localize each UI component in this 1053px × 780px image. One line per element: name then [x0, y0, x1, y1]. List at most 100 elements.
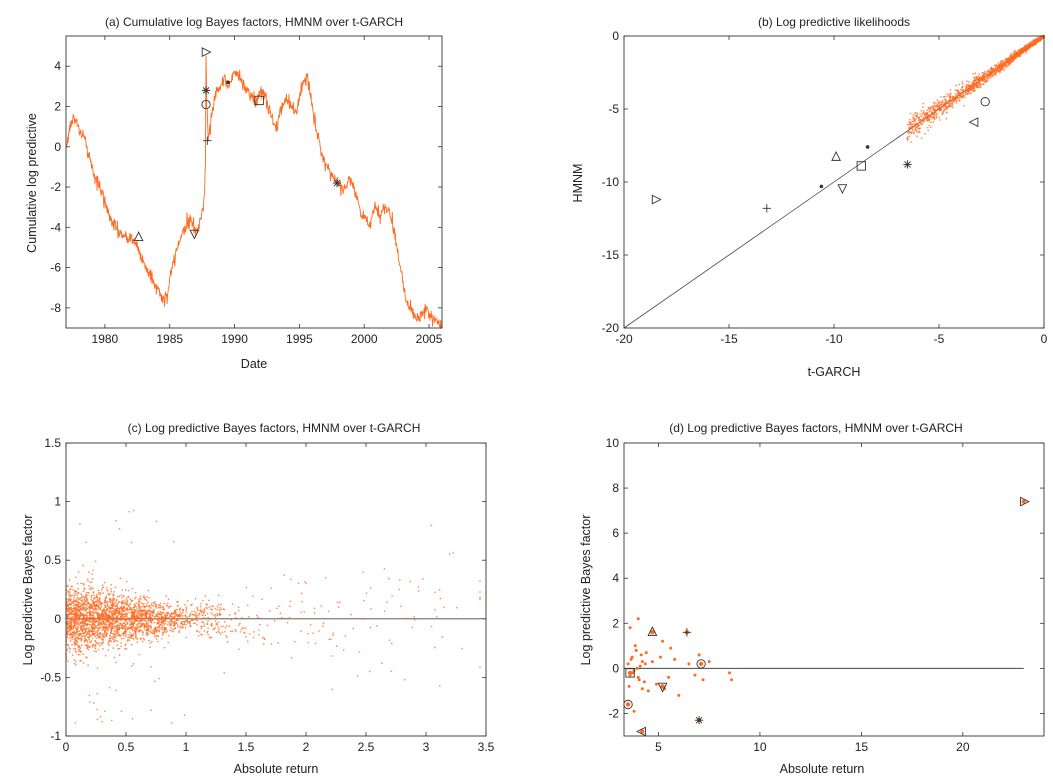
x-tick-label: 0: [63, 740, 70, 754]
scatter-point: [101, 638, 104, 641]
scatter-point: [114, 625, 117, 628]
scatter-point: [910, 141, 913, 144]
scatter-point: [68, 620, 71, 623]
x-tick-label: -10: [825, 332, 843, 346]
scatter-point: [1030, 42, 1033, 45]
scatter-point: [71, 610, 74, 613]
scatter-point: [77, 650, 80, 653]
scatter-point: [944, 108, 946, 111]
scatter-point: [147, 608, 149, 611]
scatter-point: [151, 630, 154, 632]
scatter-point: [988, 71, 991, 74]
scatter-point: [181, 615, 184, 617]
scatter-point: [261, 636, 264, 639]
scatter-point: [974, 89, 976, 92]
scatter-point: [1013, 52, 1016, 55]
scatter-point: [934, 110, 936, 113]
scatter-point: [196, 619, 199, 622]
scatter-point: [949, 94, 952, 96]
scatter-point: [178, 631, 180, 634]
scatter-point: [939, 101, 942, 103]
scatter-point: [80, 625, 83, 628]
scatter-point: [933, 101, 935, 104]
scatter-point: [97, 620, 100, 623]
scatter-point: [66, 627, 69, 630]
scatter-point: [196, 616, 198, 618]
scatter-point: [951, 104, 954, 107]
scatter-point: [122, 626, 124, 629]
scatter-point: [973, 87, 976, 90]
scatter-point: [1037, 38, 1040, 40]
scatter-point: [113, 622, 116, 625]
scatter-point: [94, 621, 97, 624]
scatter-point: [116, 627, 118, 629]
scatter-point: [636, 675, 640, 679]
scatter-point: [141, 631, 144, 634]
scatter-point: [962, 89, 964, 92]
scatter-point: [944, 100, 947, 103]
scatter-point: [368, 670, 371, 673]
scatter-point: [118, 654, 121, 656]
scatter-point: [954, 92, 957, 95]
scatter-point: [68, 602, 71, 604]
scatter-point: [99, 636, 102, 639]
scatter-point: [909, 123, 912, 126]
scatter-point: [103, 633, 106, 635]
scatter-point: [120, 618, 122, 621]
scatter-point: [139, 595, 142, 598]
scatter-point: [205, 606, 208, 609]
scatter-point: [362, 599, 365, 602]
scatter-point: [974, 72, 977, 75]
scatter-point: [303, 581, 306, 583]
y-tick-label: 0: [612, 661, 619, 675]
scatter-point: [208, 636, 211, 639]
scatter-point: [201, 633, 203, 636]
scatter-point: [109, 634, 112, 637]
scatter-point: [134, 605, 137, 607]
scatter-point: [88, 694, 91, 697]
scatter-point: [237, 609, 240, 612]
marker-plus: [762, 204, 771, 213]
scatter-point: [145, 611, 147, 614]
scatter-point: [262, 643, 265, 645]
scatter-point: [171, 630, 173, 632]
scatter-point: [86, 597, 89, 600]
panel-c-frame: [65, 442, 487, 737]
scatter-point: [82, 632, 84, 634]
scatter-point: [155, 607, 158, 609]
scatter-point: [976, 77, 979, 80]
scatter-point: [73, 616, 75, 618]
scatter-point: [77, 644, 80, 647]
scatter-point: [87, 591, 90, 594]
scatter-point: [75, 598, 77, 601]
scatter-point: [95, 596, 98, 599]
scatter-point: [163, 608, 166, 611]
scatter-point: [199, 609, 202, 611]
scatter-point: [990, 67, 993, 70]
scatter-point: [71, 607, 74, 610]
scatter-point: [946, 107, 949, 109]
scatter-point: [962, 104, 965, 107]
scatter-point: [100, 606, 103, 608]
scatter-point: [108, 623, 111, 625]
scatter-point: [115, 599, 118, 601]
scatter-point: [971, 81, 973, 84]
scatter-point: [246, 604, 249, 607]
scatter-point: [1030, 40, 1033, 43]
marker-fill: [660, 684, 665, 689]
scatter-point: [88, 618, 91, 621]
scatter-point: [215, 622, 218, 625]
scatter-point: [130, 541, 133, 544]
scatter-point: [906, 123, 909, 126]
scatter-point: [130, 608, 133, 611]
scatter-point: [106, 589, 109, 592]
panel-d: (d) Log predictive Bayes factors, HMNM o…: [579, 421, 1045, 776]
scatter-point: [110, 583, 112, 586]
scatter-point: [376, 625, 378, 627]
scatter-point: [84, 631, 87, 633]
scatter-point: [383, 610, 386, 613]
scatter-point: [112, 647, 115, 649]
scatter-point: [1009, 63, 1011, 65]
scatter-point: [640, 660, 644, 664]
scatter-point: [80, 594, 83, 597]
